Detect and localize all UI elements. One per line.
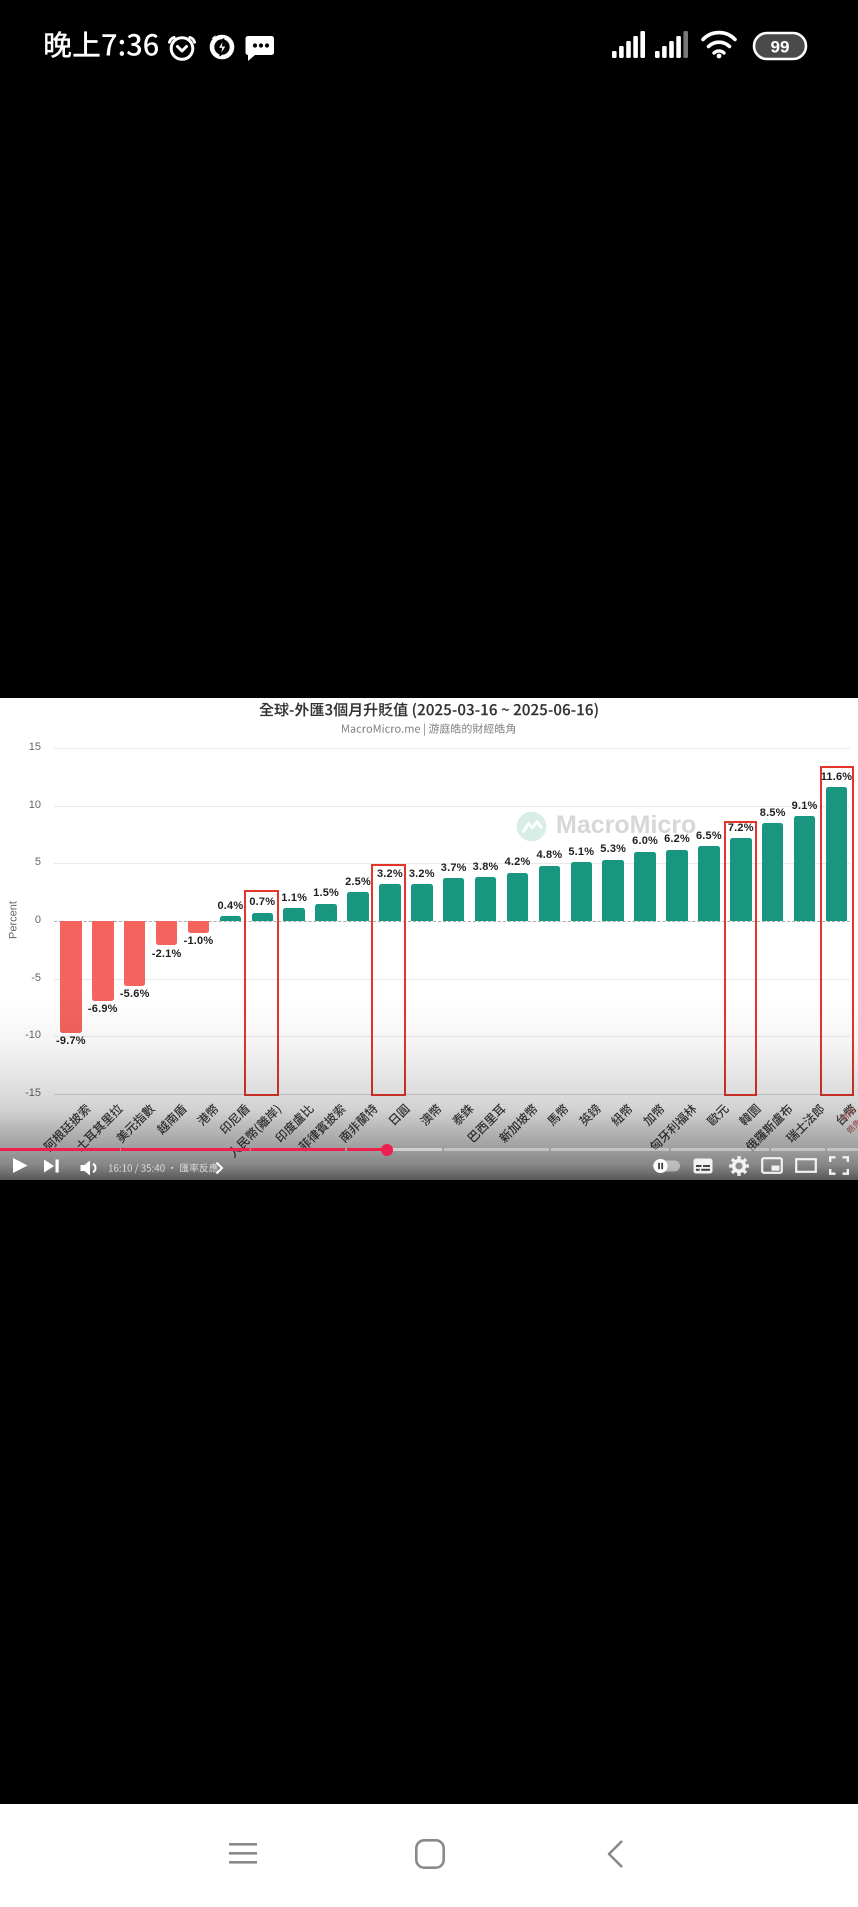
svg-text:99: 99 <box>771 38 790 57</box>
